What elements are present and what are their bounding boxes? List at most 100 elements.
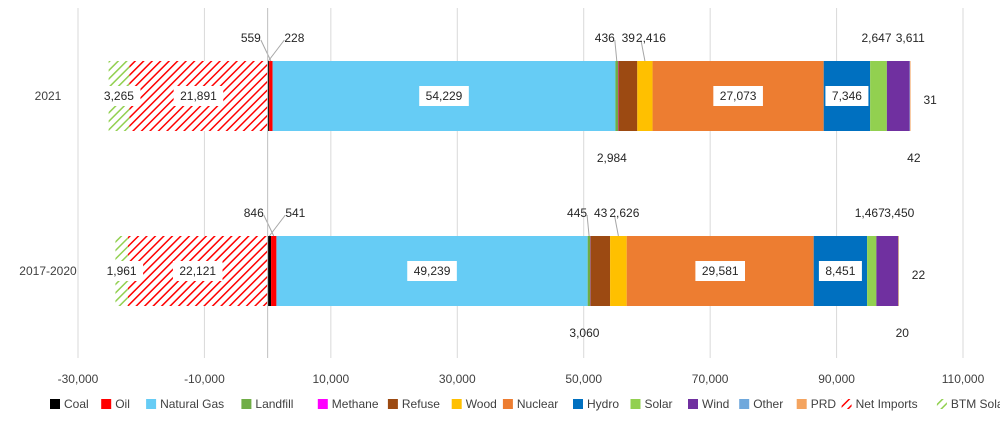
data-label: 43 (594, 206, 608, 220)
data-label: 49,239 (414, 264, 451, 278)
data-label-box (825, 86, 869, 106)
legend-label: Net Imports (856, 397, 918, 411)
bars (108, 61, 911, 306)
data-label-box (695, 261, 745, 281)
data-label: 2,984 (597, 151, 627, 165)
bar-oil (269, 61, 273, 131)
data-label: 3,265 (104, 89, 134, 103)
x-tick-label: 70,000 (692, 372, 729, 386)
data-label: 22 (912, 268, 926, 282)
bar-wood (610, 236, 627, 306)
x-tick-label: 10,000 (313, 372, 350, 386)
bar-refuse (590, 236, 611, 306)
bar-solar (870, 61, 887, 131)
legend-swatch-oil (101, 399, 112, 409)
legend-label: Wood (466, 397, 497, 411)
bar-coal (267, 61, 270, 131)
legend-label: Landfill (255, 397, 293, 411)
data-label: 436 (595, 31, 615, 45)
leader-line (586, 214, 590, 237)
leader-line (614, 39, 618, 62)
leader-line (640, 39, 646, 62)
data-label-box (97, 86, 141, 106)
legend-label: Refuse (402, 397, 440, 411)
bar-landfill (587, 236, 591, 306)
legend-swatch-btm-solar (936, 399, 947, 409)
legend-swatch-nuclear (502, 399, 513, 409)
data-label: 21,891 (180, 89, 217, 103)
y-category-label: 2017-2020 (19, 264, 77, 278)
data-labels: 228 559 54,229 436 39 2,984 2,416 27,073 7,346 2,… (97, 31, 937, 340)
legend-swatch-landfill (241, 399, 252, 409)
data-label-box (173, 86, 224, 106)
x-tick-label: -30,000 (58, 372, 99, 386)
legend-swatch-net-imports (841, 399, 852, 409)
legend-label: BTM Solar (951, 397, 1000, 411)
data-label: 445 (567, 206, 587, 220)
data-label: 27,073 (720, 89, 757, 103)
legend-label: Nuclear (517, 397, 558, 411)
data-label: 3,060 (569, 326, 599, 340)
data-label: 541 (285, 206, 305, 220)
leader-line (260, 39, 272, 62)
bar-wind (886, 61, 910, 131)
legend-label: Solar (645, 397, 673, 411)
bar-oil (271, 236, 277, 306)
legend-label: Natural Gas (160, 397, 224, 411)
data-label-box (419, 86, 469, 106)
bar-prd (898, 236, 899, 306)
data-label-box (100, 261, 144, 281)
bar-wood (637, 61, 653, 131)
data-label: 2,626 (609, 206, 639, 220)
data-label: 228 (284, 31, 304, 45)
bar-coal (267, 236, 272, 306)
data-label: 31 (923, 93, 937, 107)
x-tick-label: 50,000 (565, 372, 602, 386)
leader-line (267, 39, 285, 62)
data-label: 3,611 (896, 31, 925, 45)
legend-swatch-wind (688, 399, 698, 409)
legend-label: Coal (64, 397, 89, 411)
data-label: 846 (244, 206, 264, 220)
data-label-box (172, 261, 223, 281)
x-tick-label: 90,000 (818, 372, 855, 386)
data-label: 559 (241, 31, 261, 45)
bar-prd (909, 61, 911, 131)
data-label-box (713, 86, 763, 106)
axes: -30,000 -10,000 10,000 30,000 50,000 70,000 90… (19, 8, 985, 386)
legend-swatch-prd (796, 399, 807, 409)
data-label-box (818, 261, 862, 281)
leader-line (613, 214, 619, 237)
data-label: 54,229 (426, 89, 463, 103)
legend-label: Wind (702, 397, 729, 411)
legend-label: Hydro (587, 397, 619, 411)
legend-swatch-hydro (573, 399, 583, 409)
data-label-box (407, 261, 457, 281)
data-label: 1,467 (855, 206, 885, 220)
data-label: 42 (907, 151, 921, 165)
data-label: 20 (896, 326, 910, 340)
data-label: 29,581 (702, 264, 739, 278)
bar-solar (867, 236, 877, 306)
legend: Coal Oil Natural Gas Landfill Methane Refuse W… (50, 397, 1000, 411)
x-tick-label: 30,000 (439, 372, 476, 386)
data-label: 22,121 (179, 264, 216, 278)
data-label: 1,961 (107, 264, 137, 278)
data-label: 2,647 (861, 31, 891, 45)
bar-refuse (618, 61, 638, 131)
bar-wind (876, 236, 899, 306)
x-tick-label: 110,000 (942, 372, 985, 386)
data-label: 7,346 (832, 89, 862, 103)
legend-label: PRD (811, 397, 837, 411)
bar-landfill (615, 61, 619, 131)
legend-swatch-natural-gas (146, 399, 157, 409)
legend-swatch-methane (317, 399, 328, 409)
data-label: 8,451 (825, 264, 855, 278)
legend-swatch-refuse (387, 399, 398, 409)
leader-line (263, 214, 275, 237)
data-label: 2,416 (636, 31, 666, 45)
legend-label: Oil (115, 397, 130, 411)
y-category-label: 2021 (35, 89, 62, 103)
